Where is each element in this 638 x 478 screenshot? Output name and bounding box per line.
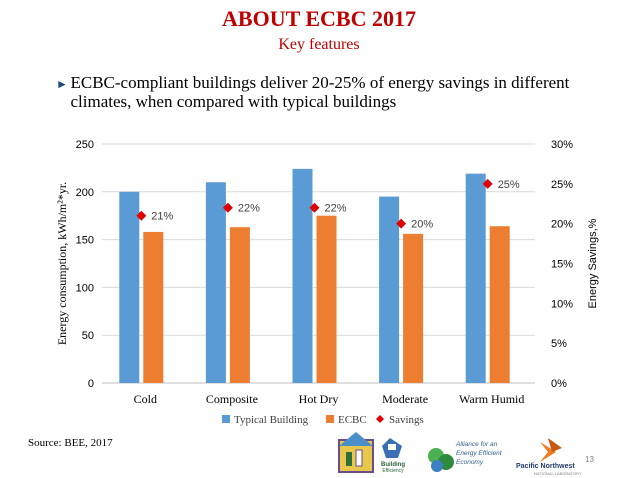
page-title: ABOUT ECBC 2017 bbox=[222, 6, 416, 31]
bullet-text: ECBC-compliant buildings deliver 20-25% … bbox=[70, 73, 570, 111]
legend-label-ecbc: ECBC bbox=[338, 414, 367, 426]
savings-data-label: 22% bbox=[238, 203, 260, 215]
y2-tick-label: 15% bbox=[551, 259, 573, 271]
bar-typical-building bbox=[292, 168, 313, 383]
x-tick-label: Warm Humid bbox=[459, 392, 524, 406]
y-tick-label: 50 bbox=[82, 330, 94, 342]
y-tick-label: 0 bbox=[88, 378, 94, 390]
savings-marker bbox=[222, 202, 233, 213]
bar-typical-building bbox=[465, 173, 486, 383]
y-tick-label: 150 bbox=[76, 235, 94, 247]
y2-tick-label: 25% bbox=[551, 179, 573, 191]
y2-tick-label: 10% bbox=[551, 298, 573, 310]
page-subtitle: Key features bbox=[278, 36, 360, 53]
legend-label-typical: Typical Building bbox=[234, 414, 309, 426]
bar-ecbc bbox=[489, 226, 510, 383]
bullet-arrow-icon: ► bbox=[56, 77, 68, 91]
bar-ecbc bbox=[229, 227, 250, 383]
legend-swatch-typical bbox=[222, 415, 230, 423]
bullet-point: ► ECBC-compliant buildings deliver 20-25… bbox=[56, 73, 616, 111]
savings-marker bbox=[136, 210, 147, 221]
savings-data-label: 22% bbox=[325, 203, 347, 215]
bar-typical-building bbox=[205, 182, 226, 383]
bar-typical-building bbox=[119, 191, 140, 383]
y-axis-title: Energy consumption, kWh/m²*yr. bbox=[55, 182, 69, 345]
source-note: Source: BEE, 2017 bbox=[28, 437, 113, 449]
savings-data-label: 20% bbox=[411, 219, 433, 231]
y2-tick-label: 5% bbox=[551, 338, 567, 350]
x-tick-label: Composite bbox=[206, 392, 258, 406]
y2-axis-title: Energy Savings,% bbox=[587, 218, 599, 308]
bar-ecbc bbox=[403, 233, 424, 383]
bar-typical-building bbox=[379, 196, 400, 383]
savings-data-label: 25% bbox=[498, 179, 520, 191]
y-tick-label: 200 bbox=[76, 187, 94, 199]
y2-tick-label: 0% bbox=[551, 378, 567, 390]
y-tick-label: 250 bbox=[76, 139, 94, 151]
legend-swatch-ecbc bbox=[326, 415, 334, 423]
page-number: 13 bbox=[585, 455, 594, 464]
savings-marker bbox=[396, 218, 407, 229]
x-tick-label: Cold bbox=[134, 392, 157, 406]
x-tick-label: Hot Dry bbox=[299, 392, 339, 406]
y2-tick-label: 20% bbox=[551, 219, 573, 231]
savings-marker bbox=[309, 202, 320, 213]
y2-tick-label: 30% bbox=[551, 139, 573, 151]
x-tick-label: Moderate bbox=[382, 392, 428, 406]
bar-ecbc bbox=[143, 231, 164, 383]
y-tick-label: 100 bbox=[76, 282, 94, 294]
savings-data-label: 21% bbox=[151, 211, 173, 223]
savings-marker bbox=[482, 178, 493, 189]
legend-swatch-savings bbox=[376, 415, 384, 423]
bar-ecbc bbox=[316, 215, 337, 383]
legend-label-savings: Savings bbox=[389, 414, 424, 426]
